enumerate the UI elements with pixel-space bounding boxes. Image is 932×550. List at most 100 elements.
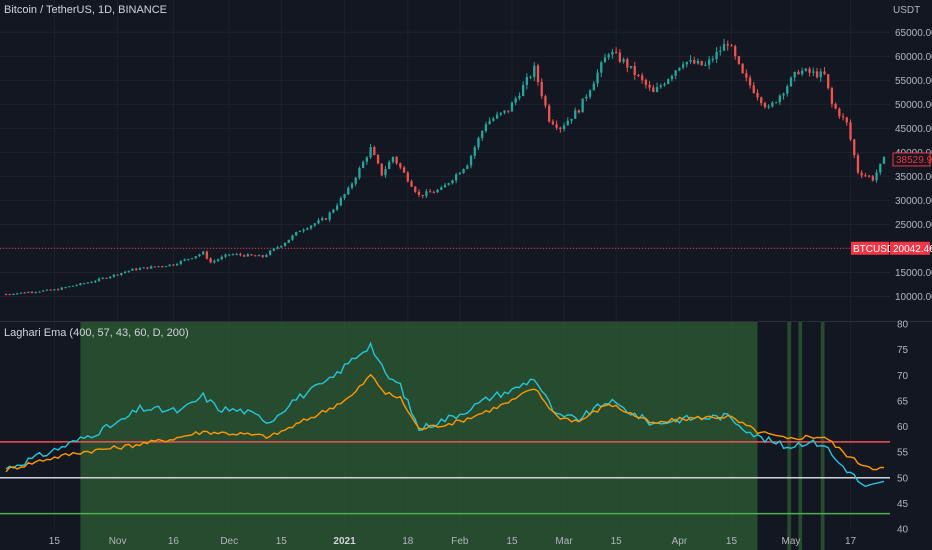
candle-body[interactable]	[377, 155, 379, 163]
candle-body[interactable]	[615, 52, 617, 53]
candle-body[interactable]	[250, 254, 252, 255]
candle-body[interactable]	[738, 56, 740, 63]
candle-body[interactable]	[555, 124, 557, 127]
candle-body[interactable]	[548, 106, 550, 122]
candle-body[interactable]	[321, 218, 323, 220]
indicator-title[interactable]: Laghari Ema (400, 57, 43, 60, D, 200)	[4, 327, 189, 339]
candle-body[interactable]	[567, 121, 569, 126]
candle-body[interactable]	[161, 266, 163, 267]
candle-body[interactable]	[857, 155, 859, 172]
candle-body[interactable]	[280, 246, 282, 247]
candle-body[interactable]	[507, 110, 509, 111]
candle-body[interactable]	[31, 292, 33, 293]
candle-body[interactable]	[686, 62, 688, 65]
candle-body[interactable]	[749, 78, 751, 86]
candle-body[interactable]	[347, 188, 349, 194]
candle-body[interactable]	[12, 294, 14, 295]
candle-body[interactable]	[522, 85, 524, 96]
candle-body[interactable]	[228, 254, 230, 255]
candle-body[interactable]	[317, 220, 319, 223]
candle-body[interactable]	[27, 292, 29, 293]
candle-body[interactable]	[712, 59, 714, 60]
candle-body[interactable]	[262, 255, 264, 257]
candle-body[interactable]	[369, 147, 371, 157]
candle-body[interactable]	[812, 71, 814, 72]
candle-body[interactable]	[422, 195, 424, 196]
candle-body[interactable]	[455, 174, 457, 180]
candle-body[interactable]	[678, 68, 680, 71]
candle-body[interactable]	[195, 256, 197, 258]
candle-body[interactable]	[124, 272, 126, 273]
candle-body[interactable]	[648, 85, 650, 88]
candle-body[interactable]	[503, 110, 505, 112]
candle-body[interactable]	[853, 140, 855, 156]
candle-body[interactable]	[760, 97, 762, 103]
candle-body[interactable]	[265, 255, 267, 257]
candle-body[interactable]	[574, 110, 576, 119]
candle-body[interactable]	[529, 77, 531, 78]
candle-body[interactable]	[403, 167, 405, 172]
candle-body[interactable]	[689, 60, 691, 62]
candle-body[interactable]	[94, 281, 96, 282]
candle-body[interactable]	[741, 64, 743, 73]
candle-body[interactable]	[180, 261, 182, 264]
candle-body[interactable]	[191, 258, 193, 259]
candle-body[interactable]	[515, 98, 517, 102]
candle-body[interactable]	[682, 64, 684, 67]
candle-body[interactable]	[176, 264, 178, 265]
candle-body[interactable]	[314, 223, 316, 225]
candle-body[interactable]	[102, 278, 104, 279]
candle-body[interactable]	[578, 110, 580, 112]
candle-body[interactable]	[79, 283, 81, 285]
time-axis[interactable]: 15 Nov 16 Dec 15 2021 18 Feb 15 Mar 15 Apr 15 May 17	[49, 536, 857, 547]
candle-body[interactable]	[414, 187, 416, 192]
candle-body[interactable]	[570, 119, 572, 121]
candle-body[interactable]	[827, 74, 829, 88]
candle-body[interactable]	[600, 62, 602, 72]
candle-body[interactable]	[120, 273, 122, 275]
candle-body[interactable]	[634, 66, 636, 75]
candle-body[interactable]	[299, 231, 301, 232]
candle-body[interactable]	[604, 57, 606, 62]
candle-body[interactable]	[232, 254, 234, 255]
candle-body[interactable]	[500, 113, 502, 115]
candle-body[interactable]	[730, 45, 732, 46]
indicator-axis[interactable]: 404550556065707580	[897, 320, 909, 536]
candle-body[interactable]	[593, 83, 595, 90]
candle-body[interactable]	[336, 205, 338, 209]
candle-body[interactable]	[90, 282, 92, 283]
candle-body[interactable]	[157, 266, 159, 267]
candle-body[interactable]	[846, 117, 848, 122]
candle-body[interactable]	[61, 288, 63, 290]
candle-body[interactable]	[83, 283, 85, 284]
candle-body[interactable]	[637, 75, 639, 76]
candle-body[interactable]	[771, 103, 773, 107]
candle-body[interactable]	[276, 247, 278, 248]
candle-body[interactable]	[466, 165, 468, 169]
candle-body[interactable]	[782, 94, 784, 96]
candle-body[interactable]	[407, 173, 409, 182]
candle-body[interactable]	[581, 98, 583, 112]
candle-body[interactable]	[518, 96, 520, 98]
candle-body[interactable]	[872, 176, 874, 180]
candle-body[interactable]	[384, 169, 386, 175]
candle-body[interactable]	[660, 85, 662, 87]
candle-body[interactable]	[462, 169, 464, 173]
candle-body[interactable]	[273, 249, 275, 251]
candle-body[interactable]	[786, 86, 788, 93]
candle-body[interactable]	[723, 44, 725, 51]
candle-body[interactable]	[23, 293, 25, 294]
candle-body[interactable]	[861, 173, 863, 176]
candle-body[interactable]	[470, 156, 472, 166]
candle-body[interactable]	[834, 104, 836, 109]
candle-body[interactable]	[209, 259, 211, 263]
symbol-title[interactable]: Bitcoin / TetherUS, 1D, BINANCE	[4, 4, 167, 16]
candle-body[interactable]	[46, 290, 48, 291]
candle-body[interactable]	[64, 287, 66, 288]
candle-body[interactable]	[768, 106, 770, 107]
candle-body[interactable]	[418, 192, 420, 195]
candle-body[interactable]	[343, 194, 345, 198]
candle-body[interactable]	[868, 176, 870, 177]
candle-body[interactable]	[187, 259, 189, 260]
